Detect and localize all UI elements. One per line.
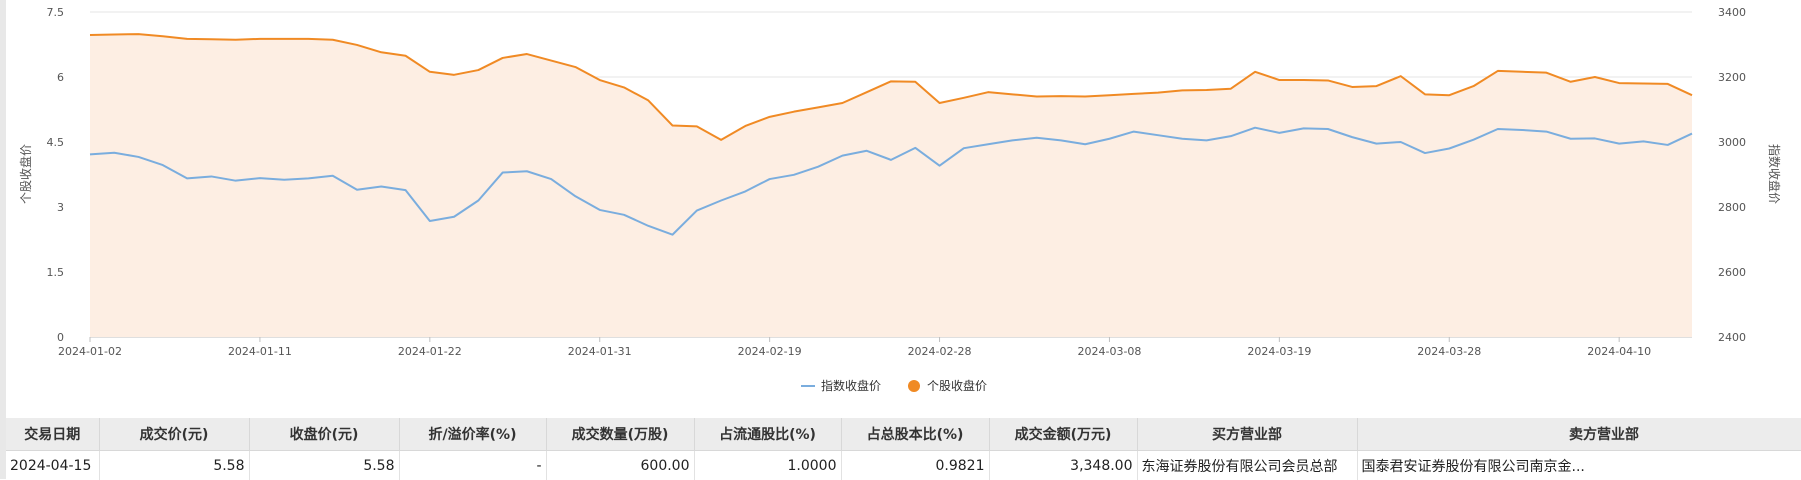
y-left-tick-label: 7.5 bbox=[47, 6, 65, 19]
cell-float-ratio: 1.0000 bbox=[694, 451, 841, 480]
cell-close-price: 5.58 bbox=[249, 451, 399, 480]
legend-label-index: 指数收盘价 bbox=[821, 378, 881, 393]
col-header-float-ratio[interactable]: 占流通股比(%) bbox=[694, 418, 841, 451]
cell-trade-price: 5.58 bbox=[99, 451, 249, 480]
col-header-close-price[interactable]: 收盘价(元) bbox=[249, 418, 399, 451]
x-tick-label: 2024-03-28 bbox=[1417, 345, 1481, 358]
col-header-seller[interactable]: 卖方营业部 bbox=[1357, 418, 1801, 451]
cell-trade-date: 2024-04-15 bbox=[6, 451, 99, 480]
y-right-tick-label: 3200 bbox=[1718, 71, 1746, 84]
x-tick-label: 2024-02-28 bbox=[908, 345, 972, 358]
x-tick-label: 2024-01-31 bbox=[568, 345, 632, 358]
y-right-tick-label: 2400 bbox=[1718, 331, 1746, 344]
x-tick-label: 2024-01-02 bbox=[58, 345, 122, 358]
col-header-trade-date[interactable]: 交易日期 bbox=[6, 418, 99, 451]
col-header-trade-price[interactable]: 成交价(元) bbox=[99, 418, 249, 451]
chart-legend[interactable]: 指数收盘价 个股收盘价 bbox=[801, 378, 987, 393]
col-header-volume[interactable]: 成交数量(万股) bbox=[546, 418, 694, 451]
y-left-tick-label: 0 bbox=[57, 331, 64, 344]
block-trade-table: 交易日期 成交价(元) 收盘价(元) 折/溢价率(%) 成交数量(万股) 占流通… bbox=[6, 418, 1801, 480]
table-header-row: 交易日期 成交价(元) 收盘价(元) 折/溢价率(%) 成交数量(万股) 占流通… bbox=[6, 418, 1801, 451]
cell-total-ratio: 0.9821 bbox=[841, 451, 989, 480]
legend-dot-icon bbox=[908, 380, 920, 392]
cell-buyer[interactable]: 东海证券股份有限公司会员总部 bbox=[1137, 451, 1357, 480]
x-tick-label: 2024-03-19 bbox=[1247, 345, 1311, 358]
stock-price-area bbox=[90, 34, 1692, 337]
y-left-axis-title: 个股收盘价 bbox=[18, 144, 33, 204]
x-tick-label: 2024-03-08 bbox=[1077, 345, 1141, 358]
cell-premium-rate: - bbox=[399, 451, 546, 480]
stock-price-area-fill bbox=[90, 34, 1692, 337]
x-tick-label: 2024-01-11 bbox=[228, 345, 292, 358]
cell-seller[interactable]: 国泰君安证券股份有限公司南京金... bbox=[1357, 451, 1801, 480]
y-right-axis-title: 指数收盘价 bbox=[1767, 144, 1782, 204]
col-header-buyer[interactable]: 买方营业部 bbox=[1137, 418, 1357, 451]
price-chart: 0 1.5 3 4.5 6 7.5 2400 2600 2800 3000 3200 3400 2024… bbox=[0, 0, 1801, 412]
table-row: 2024-04-15 5.58 5.58 - 600.00 1.0000 0.9… bbox=[6, 451, 1801, 480]
y-right-tick-label: 2600 bbox=[1718, 266, 1746, 279]
legend-label-stock: 个股收盘价 bbox=[927, 378, 987, 393]
y-right-tick-label: 3400 bbox=[1718, 6, 1746, 19]
x-tick-label: 2024-02-19 bbox=[738, 345, 802, 358]
col-header-amount[interactable]: 成交金额(万元) bbox=[989, 418, 1137, 451]
y-left-tick-label: 3 bbox=[57, 201, 64, 214]
y-left-tick-label: 4.5 bbox=[47, 136, 65, 149]
y-left-tick-label: 1.5 bbox=[47, 266, 65, 279]
x-tick-label: 2024-04-10 bbox=[1587, 345, 1651, 358]
col-header-premium-rate[interactable]: 折/溢价率(%) bbox=[399, 418, 546, 451]
col-header-total-ratio[interactable]: 占总股本比(%) bbox=[841, 418, 989, 451]
cell-volume: 600.00 bbox=[546, 451, 694, 480]
y-right-tick-label: 3000 bbox=[1718, 136, 1746, 149]
chart-svg: 0 1.5 3 4.5 6 7.5 2400 2600 2800 3000 3200 3400 2024… bbox=[0, 0, 1801, 412]
cell-amount: 3,348.00 bbox=[989, 451, 1137, 480]
y-right-tick-label: 2800 bbox=[1718, 201, 1746, 214]
x-tick-label: 2024-01-22 bbox=[398, 345, 462, 358]
y-left-tick-label: 6 bbox=[57, 71, 64, 84]
